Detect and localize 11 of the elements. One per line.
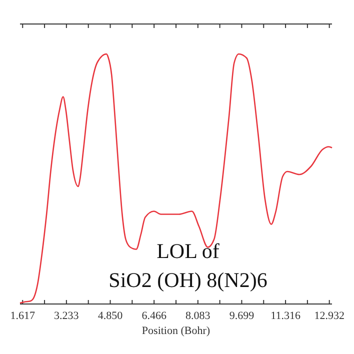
x-tick-label: 8.083 <box>186 310 211 322</box>
x-tick-label: 11.316 <box>270 310 301 322</box>
x-tick-label: 6.466 <box>142 310 167 322</box>
x-tick-label: 12.932 <box>314 310 344 322</box>
x-tick-label: 3.233 <box>54 310 80 322</box>
x-axis-title: Position (Bohr) <box>142 325 210 337</box>
annotation: SiO2 (OH) 8(N2)6 <box>108 268 268 292</box>
x-tick-label: 9.699 <box>229 310 255 322</box>
x-tick-label: 4.850 <box>98 310 124 322</box>
x-tick-label: 1.617 <box>10 310 36 322</box>
annotation: LOL of <box>156 239 220 263</box>
